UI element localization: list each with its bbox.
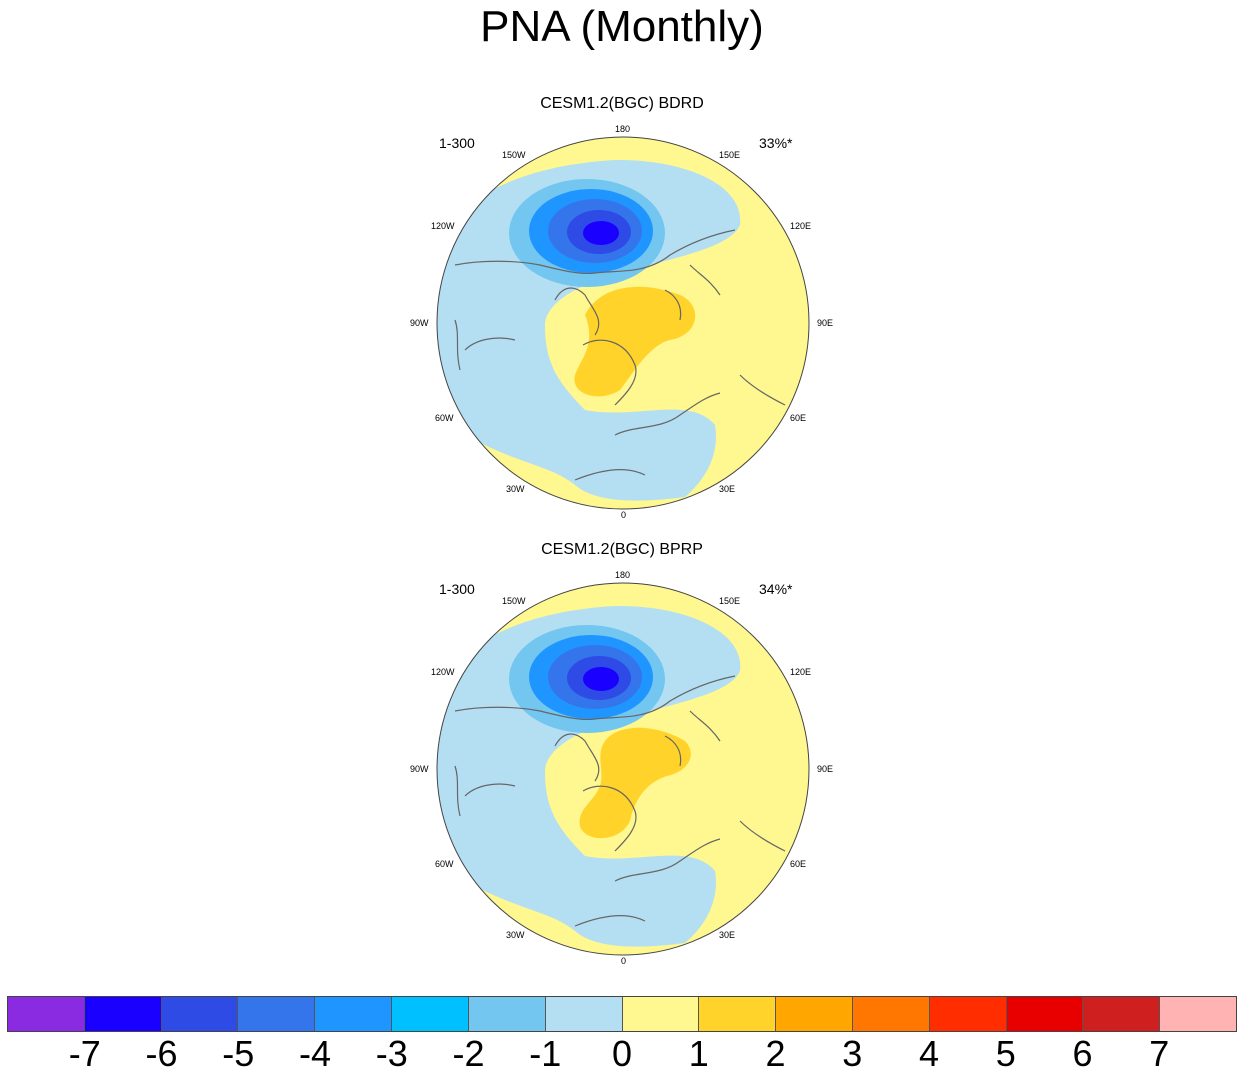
colorbar-tick-label: -2	[452, 1033, 485, 1074]
coastlines	[454, 229, 786, 481]
lon-label-90w: 90W	[410, 764, 429, 774]
lon-label-180: 180	[615, 124, 631, 134]
colorbar-cell	[468, 997, 546, 1031]
lon-label-120e: 120E	[790, 667, 812, 677]
lon-label-120e: 120E	[790, 221, 812, 231]
lon-label-30e: 30E	[719, 930, 736, 940]
colorbar-cell	[545, 997, 623, 1031]
colorbar-tick-label: 7	[1149, 1033, 1170, 1074]
colorbar-cell	[8, 997, 85, 1031]
colorbar-cell	[84, 997, 162, 1031]
colorbar-tick-label: -5	[222, 1033, 255, 1074]
panel-title: CESM1.2(BGC) BDRD	[540, 95, 704, 112]
map-border	[436, 136, 810, 510]
colorbar-tick-label: 1	[688, 1033, 709, 1074]
panel-title: CESM1.2(BGC) BPRP	[541, 541, 703, 558]
colorbar-tick-label: -4	[298, 1033, 331, 1074]
years-label: 1-300	[439, 135, 475, 151]
lon-label-30w: 30W	[506, 484, 525, 494]
lon-label-120w: 120W	[431, 221, 455, 231]
lon-label-150w: 150W	[502, 596, 526, 606]
polar-map	[436, 582, 810, 956]
colorbar-cell	[238, 997, 316, 1031]
colorbar-cell	[392, 997, 469, 1031]
colorbar-tick-label: -1	[529, 1033, 562, 1074]
colorbar-cell	[1006, 997, 1084, 1031]
lon-label-90w: 90W	[410, 318, 429, 328]
colorbar-cell	[929, 997, 1007, 1031]
lon-label-30w: 30W	[506, 930, 525, 940]
coastlines	[454, 675, 786, 927]
colorbar-cell	[776, 997, 853, 1031]
lon-label-150w: 150W	[502, 150, 526, 160]
colorbar	[7, 996, 1237, 1032]
lon-label-60e: 60E	[790, 859, 807, 869]
colorbar-cell	[315, 997, 393, 1031]
lon-label-60w: 60W	[435, 413, 454, 423]
colorbar-cell	[1083, 997, 1161, 1031]
colorbar-tick-label: 4	[918, 1033, 940, 1074]
lon-label-60w: 60W	[435, 859, 454, 869]
negative-contour	[583, 667, 619, 691]
lon-label-180: 180	[615, 570, 631, 580]
lon-label-120w: 120W	[431, 667, 455, 677]
colorbar-cell	[161, 997, 239, 1031]
variance-label: 33%*	[759, 135, 793, 151]
lon-label-0: 0	[621, 510, 627, 520]
years-label: 1-300	[439, 581, 475, 597]
colorbar-tick-label: -7	[68, 1033, 101, 1074]
positive-contour	[574, 286, 696, 397]
lon-label-150e: 150E	[719, 150, 741, 160]
variance-label: 34%*	[759, 581, 793, 597]
colorbar-tick-label: 5	[995, 1033, 1016, 1074]
lon-label-60e: 60E	[790, 413, 807, 423]
lon-label-0: 0	[621, 956, 627, 966]
colorbar-cell	[852, 997, 930, 1031]
main-title: PNA (Monthly)	[480, 2, 764, 51]
colorbar-tick-label: -3	[375, 1033, 408, 1074]
colorbar-tick-label: 6	[1072, 1033, 1093, 1074]
lon-label-30e: 30E	[719, 484, 736, 494]
positive-contour	[579, 727, 691, 839]
lon-label-90e: 90E	[817, 318, 834, 328]
lon-label-90e: 90E	[817, 764, 834, 774]
negative-contour	[583, 221, 619, 245]
colorbar-tick-label: 3	[842, 1033, 863, 1074]
colorbar-cell	[1160, 997, 1236, 1031]
map-border	[436, 582, 810, 956]
colorbar-tick-label: 0	[611, 1033, 633, 1074]
colorbar-tick-label: 2	[765, 1033, 786, 1074]
colorbar-cell	[622, 997, 700, 1031]
colorbar-tick-label: -6	[145, 1033, 178, 1074]
colorbar-cell	[699, 997, 777, 1031]
lon-label-150e: 150E	[719, 596, 741, 606]
polar-map	[436, 136, 810, 510]
